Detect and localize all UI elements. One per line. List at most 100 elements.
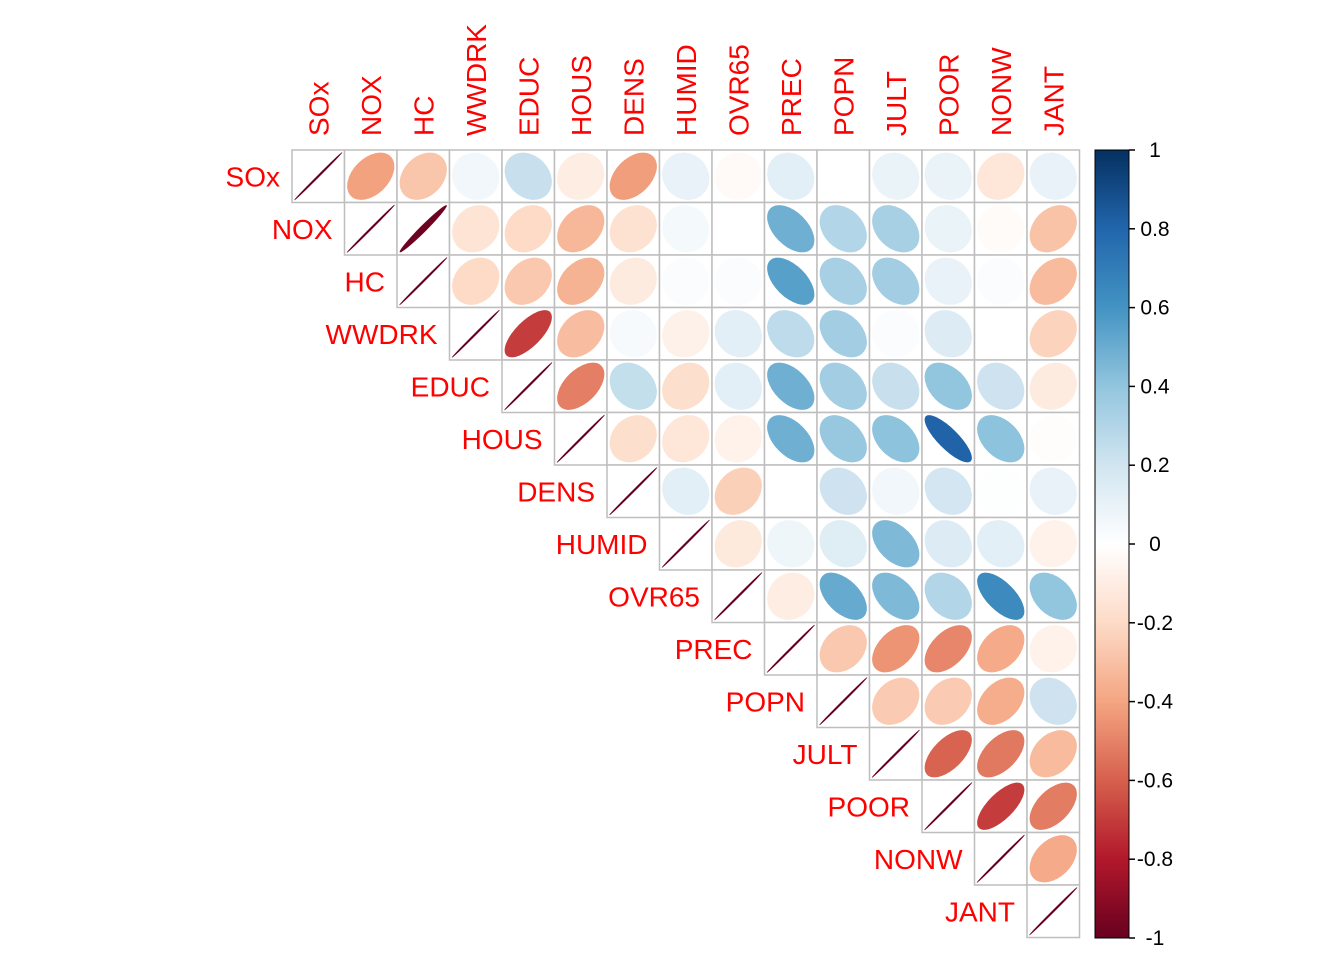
ellipse-WWDRK-DENS: [609, 310, 657, 358]
ellipse-OVR65-PREC: [767, 572, 815, 620]
ellipse-HC-JULT: [872, 257, 920, 305]
ellipse-HOUS-JULT: [872, 415, 920, 463]
row-label-WWDRK: WWDRK: [326, 319, 438, 350]
legend-tick-label: -0.6: [1137, 769, 1173, 792]
row-label-POPN: POPN: [726, 686, 805, 717]
ellipse-WWDRK-HOUS: [557, 310, 605, 358]
ellipse-POOR-POOR: [924, 782, 973, 831]
ellipse-SOx-OVR65: [714, 152, 762, 200]
column-label-OVR65: OVR65: [723, 44, 754, 136]
ellipse-PREC-PREC: [766, 624, 815, 673]
ellipse-NOX-HOUS: [557, 205, 605, 253]
ellipse-NOX-JANT: [1029, 205, 1077, 253]
ellipse-SOx-HOUS: [557, 152, 605, 200]
ellipse-POPN-JULT: [872, 677, 920, 725]
ellipse-PREC-POOR: [924, 625, 972, 673]
column-label-JULT: JULT: [881, 71, 912, 136]
ellipse-POPN-POPN: [819, 677, 868, 726]
color-legend: 1 0.8 0.6 0.4 0.2 0 -0.2 -0.4 -0.6 -0.8 -1: [1094, 139, 1174, 950]
ellipse-HC-NONW: [977, 257, 1025, 305]
row-label-NONW: NONW: [874, 844, 963, 875]
ellipse-NOX-DENS: [609, 205, 657, 253]
ellipse-EDUC-EDUC: [504, 362, 553, 411]
column-labels: SOx NOX HC WWDRK EDUC HOUS DENS HUMID OVR65 PREC P…: [303, 24, 1069, 136]
ellipse-HOUS-HOUS: [556, 414, 605, 463]
ellipse-SOx-WWDRK: [452, 152, 500, 200]
ellipse-EDUC-HUMID: [662, 362, 710, 410]
row-labels: SOx NOX HC WWDRK EDUC HOUS DENS HUMID OVR65 PREC P…: [226, 161, 1015, 927]
ellipse-HUMID-JULT: [872, 520, 920, 568]
ellipse-HOUS-POPN: [819, 415, 867, 463]
column-label-SOx: SOx: [303, 82, 334, 136]
column-label-POOR: POOR: [933, 54, 964, 136]
ellipse-HOUS-JANT: [1029, 415, 1077, 463]
row-label-POOR: POOR: [828, 791, 910, 822]
ellipse-HOUS-HUMID: [662, 415, 710, 463]
ellipse-OVR65-JANT: [1029, 572, 1077, 620]
ellipse-EDUC-POOR: [924, 362, 972, 410]
ellipse-HUMID-OVR65: [714, 520, 762, 568]
ellipse-HUMID-PREC: [767, 520, 815, 568]
ellipse-SOx-POOR: [924, 152, 972, 200]
ellipse-PREC-JANT: [1029, 625, 1077, 673]
ellipse-HC-WWDRK: [452, 257, 500, 305]
ellipse-SOx-DENS: [609, 152, 657, 200]
ellipse-HUMID-NONW: [977, 520, 1025, 568]
column-label-WWDRK: WWDRK: [461, 24, 492, 136]
ellipse-NOX-NOX: [346, 204, 395, 253]
ellipse-NOX-NONW: [977, 205, 1025, 253]
ellipse-OVR65-OVR65: [714, 572, 763, 621]
row-label-JANT: JANT: [945, 896, 1015, 927]
ellipse-OVR65-POOR: [924, 572, 972, 620]
ellipse-DENS-JULT: [872, 467, 920, 515]
ellipse-EDUC-POPN: [819, 362, 867, 410]
column-label-EDUC: EDUC: [513, 57, 544, 136]
ellipse-HC-OVR65: [714, 257, 762, 305]
ellipse-SOx-PREC: [767, 152, 815, 200]
ellipse-NOX-WWDRK: [452, 205, 500, 253]
ellipse-DENS-PREC: [767, 467, 815, 515]
ellipse-EDUC-JULT: [872, 362, 920, 410]
column-label-POPN: POPN: [828, 57, 859, 136]
ellipse-NONW-JANT: [1029, 835, 1077, 883]
ellipse-SOx-SOx: [294, 152, 343, 201]
ellipse-HC-HC: [399, 257, 448, 306]
ellipse-SOx-JANT: [1029, 152, 1077, 200]
ellipse-POOR-NONW: [977, 782, 1025, 830]
ellipse-OVR65-POPN: [819, 572, 867, 620]
ellipse-DENS-DENS: [609, 467, 658, 516]
ellipse-POPN-POOR: [924, 677, 972, 725]
ellipse-DENS-HUMID: [662, 467, 710, 515]
ellipse-NOX-HC: [399, 205, 447, 253]
ellipse-SOx-HC: [399, 152, 447, 200]
ellipse-WWDRK-PREC: [767, 310, 815, 358]
legend-tick-label: -1: [1146, 927, 1165, 950]
legend-tick-label: -0.4: [1137, 691, 1174, 714]
ellipse-SOx-EDUC: [504, 152, 552, 200]
ellipse-EDUC-DENS: [609, 362, 657, 410]
ellipse-OVR65-JULT: [872, 572, 920, 620]
row-label-HUMID: HUMID: [556, 529, 648, 560]
row-label-JULT: JULT: [793, 739, 858, 770]
legend-tick-label: 0: [1149, 533, 1161, 556]
ellipse-PREC-NONW: [977, 625, 1025, 673]
ellipse-HC-DENS: [609, 257, 657, 305]
column-label-JANT: JANT: [1038, 66, 1069, 136]
column-label-HOUS: HOUS: [566, 55, 597, 136]
ellipse-NOX-POPN: [819, 205, 867, 253]
ellipse-WWDRK-JULT: [872, 310, 920, 358]
ellipse-HOUS-PREC: [767, 415, 815, 463]
ellipse-NOX-HUMID: [662, 205, 710, 253]
ellipse-HUMID-JANT: [1029, 520, 1077, 568]
row-label-EDUC: EDUC: [411, 371, 490, 402]
correlation-cells: [291, 149, 1081, 939]
ellipse-HOUS-POOR: [924, 415, 972, 463]
ellipse-HC-POPN: [819, 257, 867, 305]
ellipse-SOx-JULT: [872, 152, 920, 200]
ellipse-HUMID-POPN: [819, 520, 867, 568]
ellipse-HC-HUMID: [662, 257, 710, 305]
legend-tick-label: 0.6: [1140, 297, 1169, 320]
ellipse-DENS-JANT: [1029, 467, 1077, 515]
legend-tick-label: -0.2: [1137, 612, 1173, 635]
